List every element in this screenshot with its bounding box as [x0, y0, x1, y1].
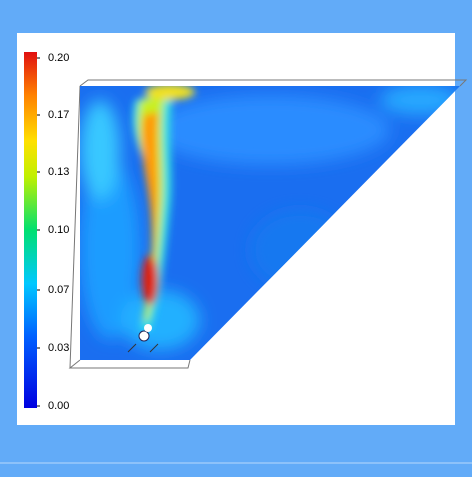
colorbar-label: 0.13 [48, 166, 69, 178]
colorbar [24, 52, 37, 408]
colorbar-label: 0.07 [48, 284, 69, 296]
colorbar-label: 0.20 [48, 52, 69, 64]
colorbar-label: 0.03 [48, 342, 69, 354]
colorbar-label: 0.10 [48, 224, 69, 236]
screenshot: 0.20 0.17 0.13 0.10 0.07 0.03 0.00 [0, 0, 472, 477]
colorbar-label: 0.17 [48, 109, 69, 121]
colorbar-label: 0.00 [48, 400, 69, 412]
page: 0.20 0.17 0.13 0.10 0.07 0.03 0.00 [0, 0, 472, 477]
